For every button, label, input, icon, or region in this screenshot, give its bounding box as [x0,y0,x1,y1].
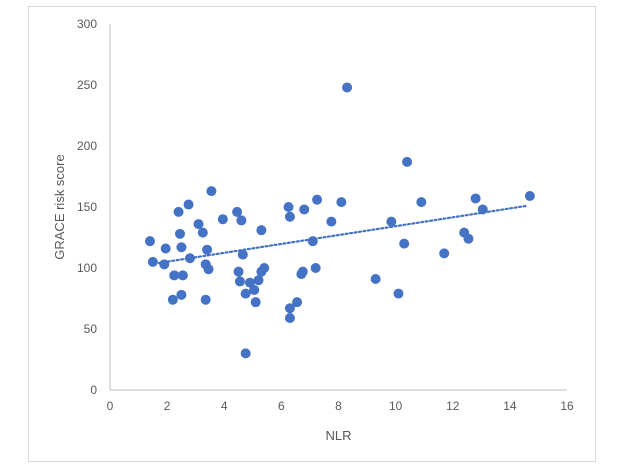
x-tick-label: 8 [335,399,342,413]
x-tick-labels: 0 2 4 6 8 10 12 14 16 [107,399,574,413]
data-point [174,228,185,239]
data-point [470,193,481,204]
x-tick-label: 4 [221,399,228,413]
data-point [240,348,251,359]
data-point [326,216,337,227]
data-point [284,211,295,222]
x-tick-label: 2 [164,399,171,413]
data-point [176,289,187,300]
x-tick-label: 0 [107,399,114,413]
trendline [148,204,529,266]
x-tick-label: 14 [503,399,517,413]
x-tick-label: 10 [389,399,403,413]
data-point [237,249,248,260]
data-point [259,263,270,273]
data-point [167,294,178,305]
data-point [173,206,184,217]
data-point [299,204,310,215]
data-point [297,266,308,277]
data-point [284,303,295,314]
x-tick-label: 16 [560,399,574,413]
y-tick-label: 100 [77,261,97,275]
y-tick-label: 250 [77,78,97,92]
data-point [234,276,245,287]
y-tick-label: 200 [77,139,97,153]
data-point [386,216,397,227]
data-point [336,197,347,208]
data-point [233,266,244,277]
data-point [169,270,180,281]
data-point [342,82,353,93]
data-point [240,288,251,299]
x-axis-label: NLR [325,428,351,443]
data-point [312,194,323,205]
data-point [249,284,260,295]
data-point [402,156,413,167]
data-point [144,236,155,247]
data-point [253,275,264,286]
data-point [203,264,214,275]
data-point [197,227,208,238]
data-point [177,270,188,281]
chart-frame: 0 50 100 150 200 250 300 0 2 4 6 8 10 12 14 16 NLR GRA… [28,6,596,462]
data-point [283,202,294,212]
data-point [206,186,217,197]
y-axis-label: GRACE risk score [52,154,67,259]
y-tick-label: 0 [90,383,97,397]
data-point [217,214,228,225]
data-point [393,288,404,299]
data-point [232,206,243,217]
data-point [292,297,303,308]
data-point [160,243,171,254]
data-point [147,256,158,267]
x-tick-label: 12 [446,399,460,413]
data-point [370,273,381,284]
data-point [236,215,247,226]
data-point [399,238,410,249]
y-tick-label: 150 [77,200,97,214]
data-point [310,263,321,273]
data-point [202,244,213,255]
y-tick-label: 300 [77,17,97,31]
data-point [200,294,211,305]
scatter-chart: 0 50 100 150 200 250 300 0 2 4 6 8 10 12 14 16 NLR GRA… [52,17,574,443]
data-point [439,248,450,259]
y-tick-label: 50 [84,322,98,336]
data-point [284,313,295,324]
data-points [144,82,535,359]
data-point [193,219,204,230]
data-point [183,199,194,210]
data-point [463,233,474,244]
data-point [256,225,267,236]
y-tick-labels: 0 50 100 150 200 250 300 [77,17,97,397]
data-point [250,297,261,308]
data-point [176,242,187,253]
data-point [244,277,255,288]
data-point [416,197,427,208]
data-point [524,191,535,202]
x-tick-label: 6 [278,399,285,413]
